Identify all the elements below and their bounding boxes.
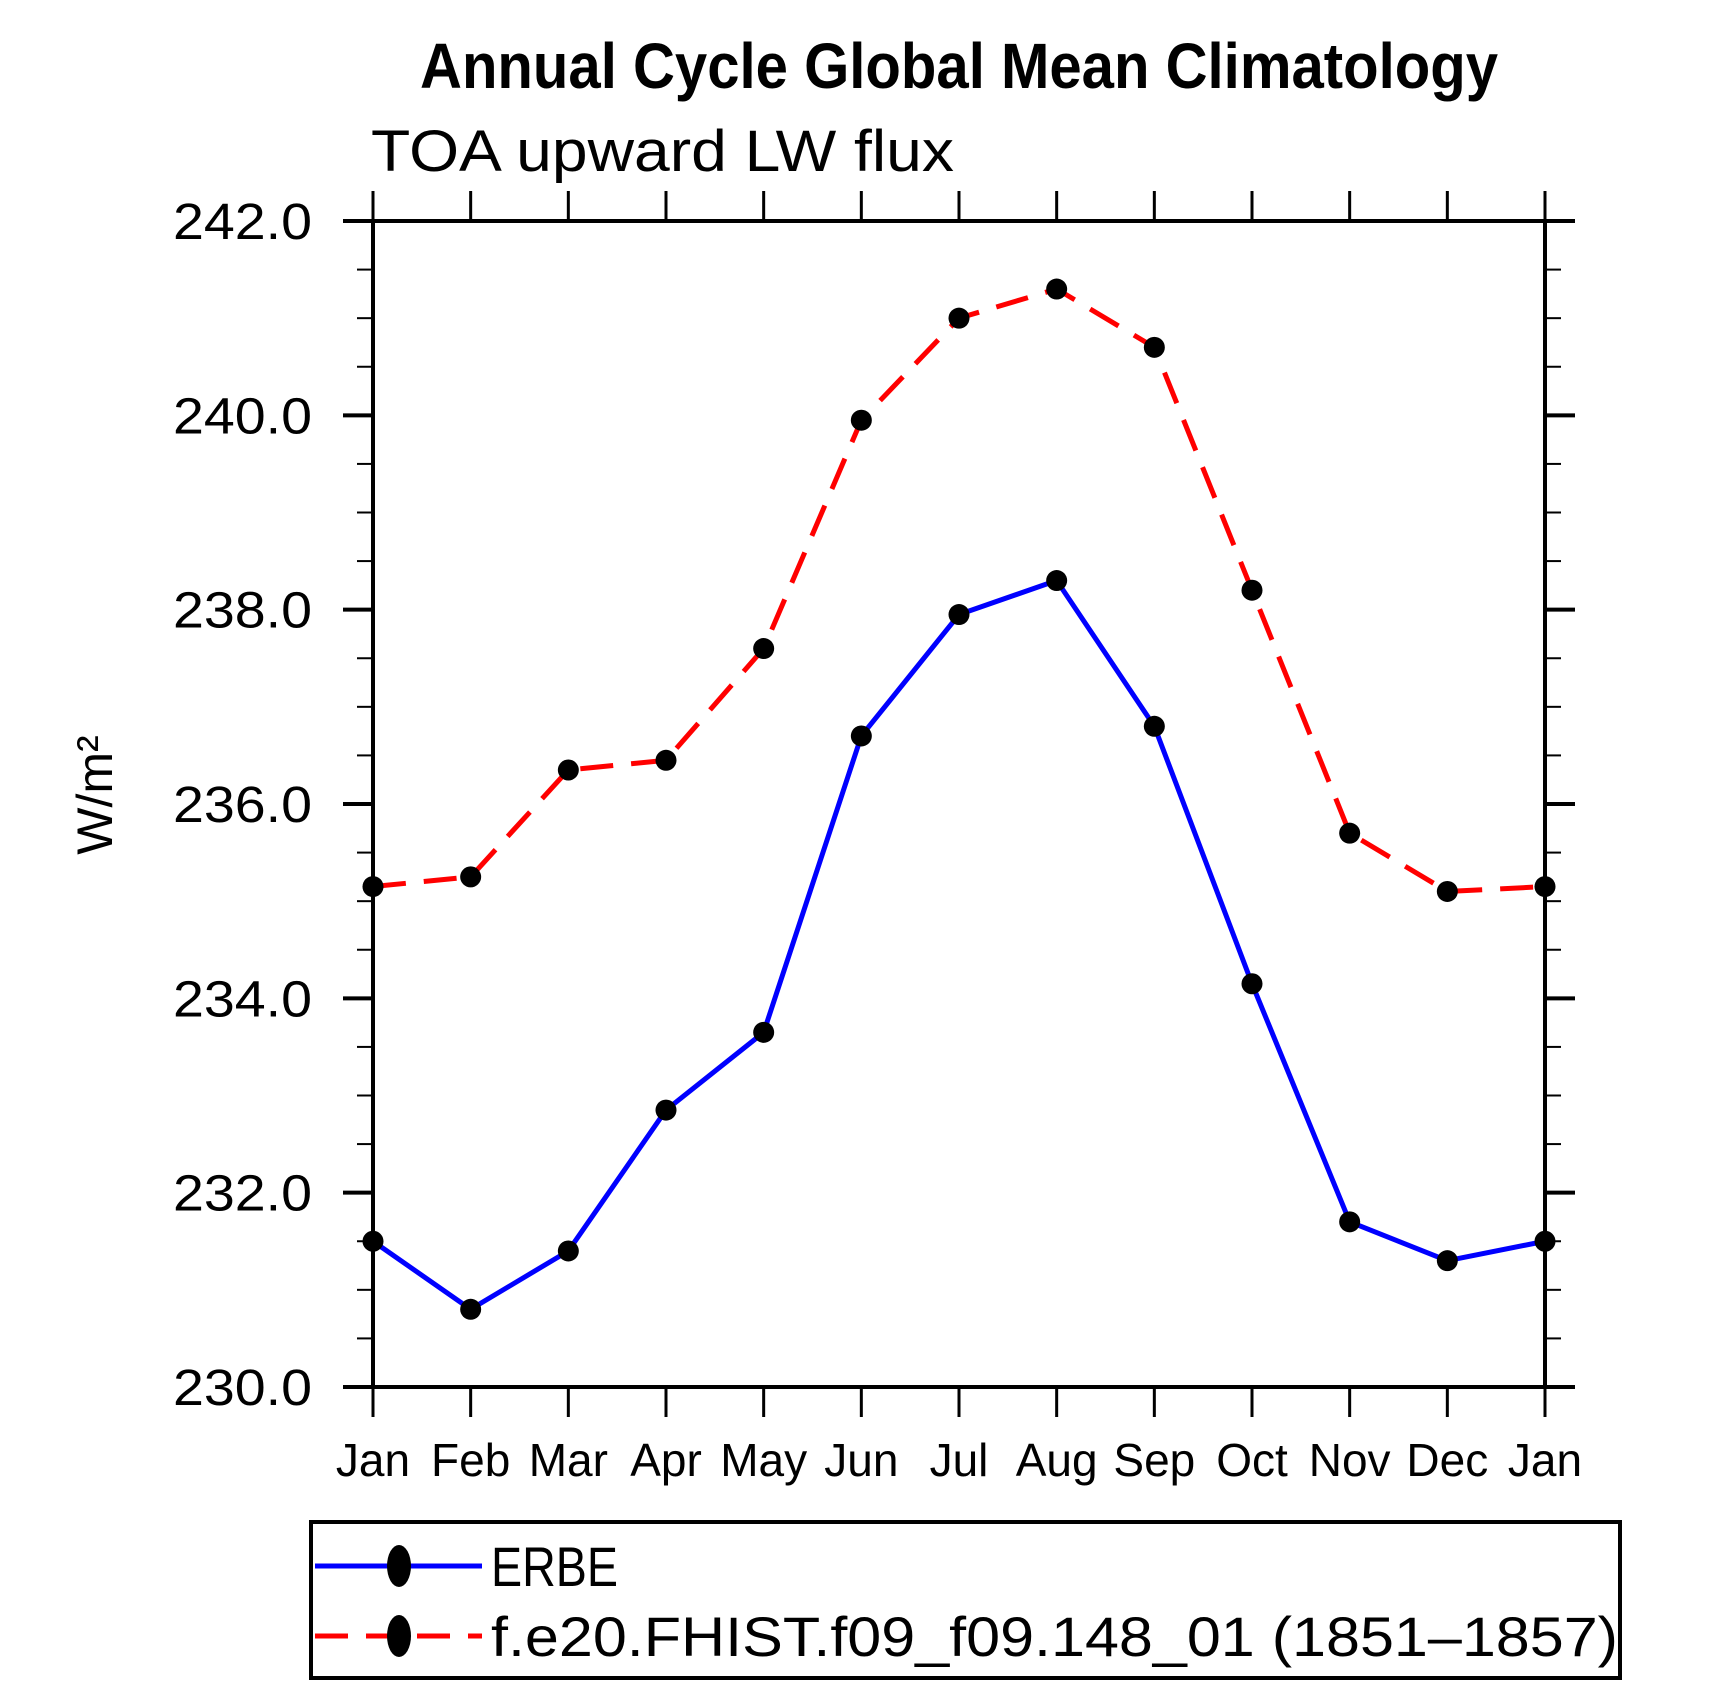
- y-tick-label: 238.0: [173, 582, 312, 639]
- data-point-erbe-dec-11: [1436, 1250, 1458, 1272]
- y-axis-title: W/m²: [67, 735, 123, 854]
- legend-box: [309, 1520, 1622, 1680]
- y-tick-label: 234.0: [173, 970, 312, 1027]
- legend-label-model: f.e20.FHIST.f09_f09.148_01 (1851–1857): [491, 1605, 1618, 1668]
- x-tick-label: Aug: [1016, 1434, 1098, 1486]
- legend-label-erbe: ERBE: [491, 1535, 618, 1598]
- data-point-erbe-nov-10: [1339, 1211, 1361, 1233]
- x-tick-label: Dec: [1406, 1434, 1488, 1486]
- legend-item-model: f.e20.FHIST.f09_f09.148_01 (1851–1857): [315, 1605, 1618, 1668]
- y-tick-label: 242.0: [173, 193, 312, 250]
- data-point-model-jun-5: [850, 409, 872, 431]
- series-line-erbe: [371, 578, 1546, 1312]
- data-point-erbe-oct-9: [1241, 973, 1263, 995]
- data-point-model-oct-9: [1241, 579, 1263, 601]
- data-point-model-aug-7: [1046, 278, 1068, 300]
- legend-item-erbe: ERBE: [315, 1535, 618, 1598]
- data-point-erbe-may-4: [753, 1021, 775, 1043]
- x-tick-label: May: [720, 1434, 807, 1486]
- y-tick-label: 230.0: [173, 1359, 312, 1416]
- data-point-erbe-jan-0: [362, 1230, 384, 1252]
- axes-layer: 230.0 232.0 234.0 236.0 238.0 240.0 242.0 Jan Fe…: [173, 191, 1582, 1486]
- data-point-model-mar-2: [557, 759, 579, 781]
- data-point-model-nov-10: [1339, 822, 1361, 844]
- data-point-erbe-feb-1: [460, 1298, 482, 1320]
- x-tick-label: Nov: [1309, 1434, 1391, 1486]
- plot-frame: [371, 219, 1547, 1389]
- legend: ERBE f.e20.FHIST.f09_f09.148_01 (1851–18…: [309, 1520, 1622, 1680]
- data-point-erbe-apr-3: [655, 1099, 677, 1121]
- data-point-model-jul-6: [948, 307, 970, 329]
- data-point-model-dec-11: [1436, 880, 1458, 902]
- data-point-model-feb-1: [460, 866, 482, 888]
- data-point-erbe-sep-8: [1143, 715, 1165, 737]
- chart-subtitle: TOA upward LW flux: [371, 119, 954, 184]
- x-tick-label: Jun: [824, 1434, 898, 1486]
- y-tick-label: 232.0: [173, 1165, 312, 1222]
- series-line-model: [372, 286, 1546, 894]
- data-point-model-may-4: [753, 638, 775, 660]
- data-point-model-jan-0: [362, 876, 384, 898]
- x-tick-label: Jan: [336, 1434, 410, 1486]
- series-layer: [362, 278, 1556, 1320]
- data-point-erbe-jun-5: [850, 725, 872, 747]
- x-tick-label: Jan: [1508, 1434, 1582, 1486]
- data-point-model-jan-12: [1534, 876, 1556, 898]
- data-point-erbe-aug-7: [1046, 570, 1068, 592]
- x-tick-label: Sep: [1113, 1434, 1195, 1486]
- data-point-erbe-mar-2: [557, 1240, 579, 1262]
- x-tick-label: Apr: [630, 1434, 702, 1486]
- x-tick-label: Feb: [431, 1434, 510, 1486]
- x-tick-label: Jul: [930, 1434, 989, 1486]
- x-tick-label: Oct: [1216, 1434, 1288, 1486]
- y-tick-label: 236.0: [173, 776, 312, 833]
- data-point-model-sep-8: [1143, 336, 1165, 358]
- data-point-model-apr-3: [655, 749, 677, 771]
- data-point-erbe-jan-12: [1534, 1230, 1556, 1252]
- chart-title: Annual Cycle Global Mean Climatology: [420, 30, 1498, 102]
- legend-marker-erbe: [387, 1545, 411, 1587]
- data-point-erbe-jul-6: [948, 604, 970, 626]
- x-tick-label: Mar: [529, 1434, 608, 1486]
- y-tick-label: 240.0: [173, 387, 312, 444]
- legend-marker-model: [387, 1615, 411, 1657]
